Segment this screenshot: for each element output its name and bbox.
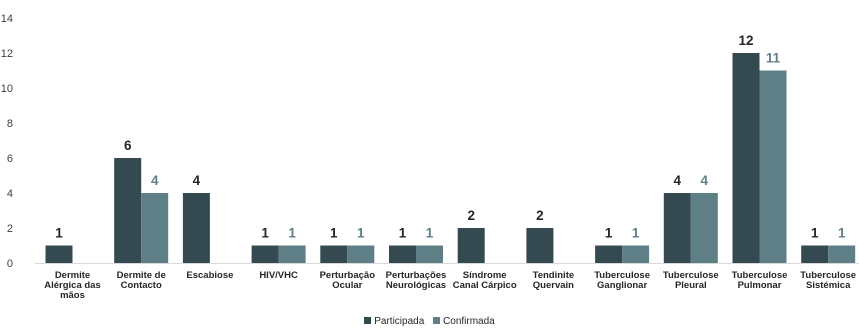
- x-tick-label-line: Pulmonar: [738, 280, 782, 291]
- x-tick-label: Tuberculose Ganglionar: [594, 270, 650, 291]
- bar-confirmada: [278, 245, 306, 263]
- data-label-confirmada: 1: [426, 226, 434, 241]
- x-tick-label: HIV/VHC: [259, 270, 298, 281]
- data-label-participada: 1: [330, 226, 338, 241]
- data-label-participada: 2: [467, 208, 475, 223]
- x-tick-label-line: Perturbações: [386, 270, 447, 281]
- data-label-participada: 2: [536, 208, 544, 223]
- x-tick-label-line: Neurológicas: [386, 280, 446, 291]
- data-label-confirmada: 11: [766, 51, 781, 66]
- x-tick-label-line: Alérgica das: [44, 280, 101, 291]
- x-tick-label: Perturbações Neurológicas: [386, 270, 447, 291]
- x-tick-label: Tuberculose Sistémica: [800, 270, 856, 291]
- data-label-participada: 1: [605, 226, 613, 241]
- x-tick-label-line: Quervain: [533, 280, 574, 291]
- bar-participada: [457, 228, 485, 263]
- bar-participada: [320, 245, 348, 263]
- x-tick-label: Tuberculose Pleural: [663, 270, 719, 291]
- data-label-confirmada: 4: [701, 173, 709, 188]
- bar-participada: [182, 193, 210, 263]
- y-tick-label: 8: [7, 118, 13, 130]
- x-tick-label-line: Pleural: [675, 280, 707, 291]
- bar-confirmada: [828, 245, 856, 263]
- x-tick-label: Tuberculose Pulmonar: [732, 270, 788, 291]
- x-tick-label-line: Perturbação: [320, 270, 376, 281]
- x-tick-label: Tendinite Quervain: [533, 270, 575, 291]
- x-tick-label-line: Tuberculose: [594, 270, 650, 281]
- data-label-confirmada: 1: [632, 226, 640, 241]
- x-tick-label-line: mãos: [60, 290, 85, 301]
- data-label-participada: 4: [674, 173, 682, 188]
- x-tick-label-line: Dermite: [55, 270, 90, 281]
- x-tick-label: Dermite de Contacto: [117, 270, 166, 291]
- legend-label-participada: Participada: [374, 316, 425, 327]
- legend-item-participada: Participada: [364, 316, 424, 327]
- y-tick-label: 14: [1, 13, 13, 25]
- x-tick-label-line: Tuberculose: [663, 270, 719, 281]
- data-label-confirmada: 4: [151, 173, 159, 188]
- bar-confirmada: [347, 245, 375, 263]
- data-label-confirmada: 1: [357, 226, 365, 241]
- data-label-participada: 1: [55, 226, 63, 241]
- bar-participada: [526, 228, 554, 263]
- bar-participada: [663, 193, 691, 263]
- y-tick-label: 6: [7, 153, 13, 165]
- y-tick-label: 12: [1, 48, 13, 60]
- x-tick-label-line: Dermite de: [117, 270, 166, 281]
- bar-participada: [114, 158, 142, 263]
- bar-participada: [251, 245, 279, 263]
- data-label-participada: 6: [124, 138, 132, 153]
- x-tick-label-line: HIV/VHC: [259, 270, 298, 281]
- data-label-confirmada: 1: [838, 226, 846, 241]
- bar-participada: [389, 245, 416, 263]
- legend-swatch-confirmada: [433, 317, 441, 324]
- x-tick-label-line: Contacto: [121, 280, 162, 291]
- data-label-participada: 1: [811, 226, 819, 241]
- x-tick-label: Dermite Alérgica das mãos: [44, 270, 101, 301]
- bar-confirmada: [622, 245, 650, 263]
- data-label-participada: 1: [261, 226, 269, 241]
- y-tick-label: 10: [1, 83, 13, 95]
- x-tick-label-line: Sistémica: [806, 280, 851, 291]
- data-label-confirmada: 1: [288, 226, 296, 241]
- x-tick-label-line: Tuberculose: [800, 270, 856, 281]
- y-tick-label: 4: [7, 188, 13, 200]
- bar-confirmada: [690, 193, 718, 263]
- x-tick-label-line: Síndrome: [463, 270, 507, 281]
- x-tick-label: Perturbação Ocular: [320, 270, 376, 291]
- x-tick-label: Escabiose: [186, 270, 233, 281]
- bar-participada: [595, 245, 623, 263]
- x-tick-label-line: Ocular: [332, 280, 362, 291]
- legend-item-confirmada: Confirmada: [433, 316, 495, 327]
- x-tick-label-line: Tuberculose: [732, 270, 788, 281]
- legend-swatch-participada: [364, 317, 372, 324]
- data-label-participada: 12: [738, 33, 753, 48]
- bar-participada: [45, 245, 73, 263]
- bar-confirmada: [141, 193, 169, 263]
- x-tick-label-line: Escabiose: [186, 270, 233, 281]
- x-tick-label-line: Canal Cárpico: [453, 280, 517, 291]
- y-tick-label: 0: [7, 258, 13, 270]
- y-tick-label: 2: [7, 223, 13, 235]
- data-label-participada: 4: [193, 173, 201, 188]
- x-tick-label-line: Tendinite: [533, 270, 575, 281]
- bar-confirmada: [416, 245, 443, 263]
- x-tick-label: Síndrome Canal Cárpico: [453, 270, 517, 291]
- bar-participada: [801, 245, 829, 263]
- data-label-participada: 1: [399, 226, 407, 241]
- x-tick-label-line: Ganglionar: [597, 280, 647, 291]
- legend-label-confirmada: Confirmada: [443, 316, 495, 327]
- legend: Participada Confirmada: [0, 316, 859, 327]
- bar-confirmada: [759, 70, 787, 263]
- bar-participada: [732, 53, 760, 263]
